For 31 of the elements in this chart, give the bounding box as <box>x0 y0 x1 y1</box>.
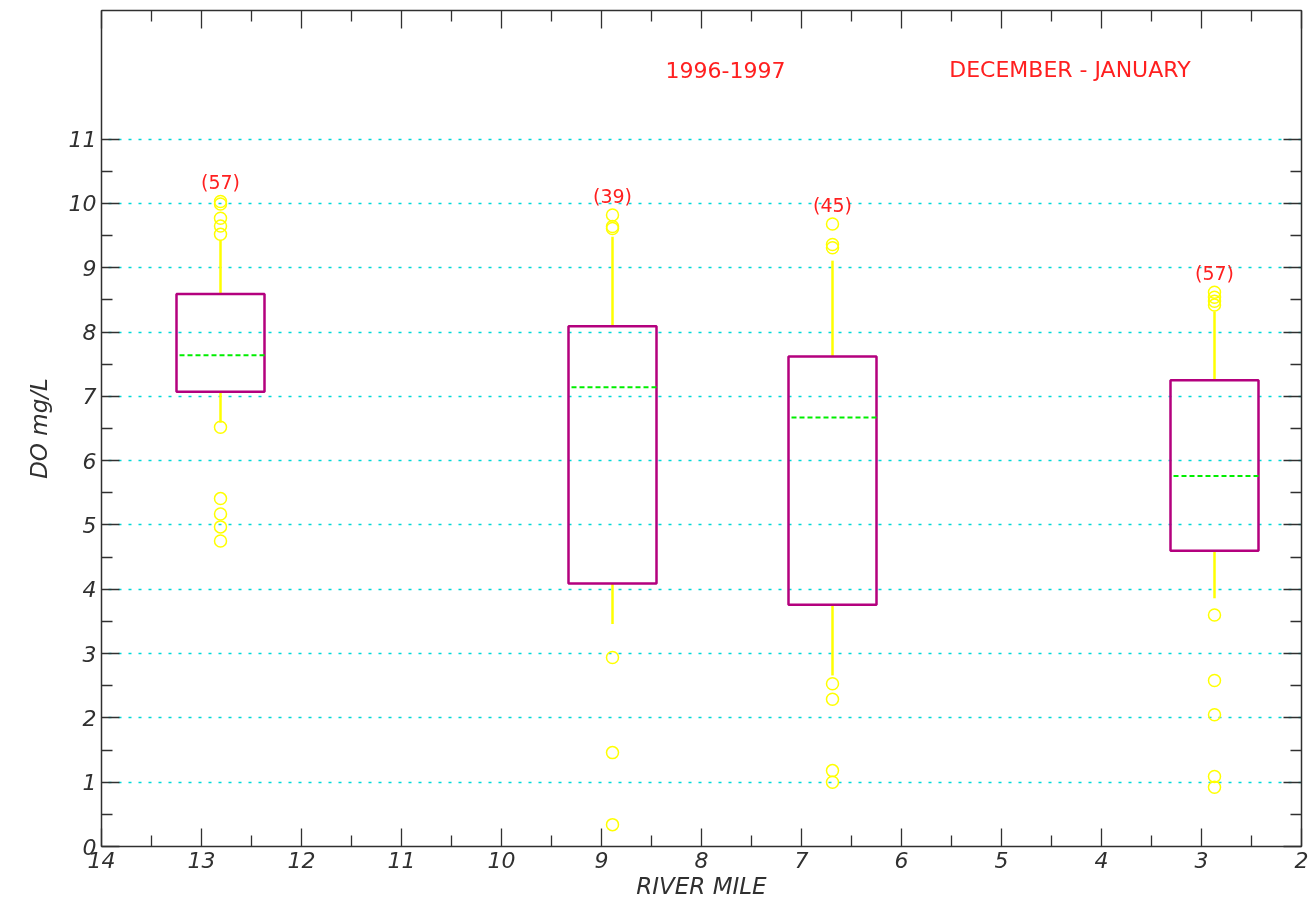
annotation: 1996-1997 <box>665 57 786 83</box>
x-tick-label: 10 <box>487 847 516 873</box>
y-axis-title: DO mg/L <box>25 378 52 479</box>
x-tick-label: 9 <box>594 847 609 873</box>
x-tick-label: 6 <box>894 847 909 873</box>
x-axis-title: RIVER MILE <box>636 872 768 899</box>
annotation: (57) <box>201 171 241 194</box>
annotation: (45) <box>813 194 853 216</box>
x-tick-label: 5 <box>994 847 1009 873</box>
y-tick-label: 9 <box>82 255 97 281</box>
annotation: (57) <box>1195 262 1235 285</box>
y-tick-label: 3 <box>82 641 97 667</box>
y-tick-label: 4 <box>82 577 97 603</box>
x-tick-label: 8 <box>694 847 709 873</box>
y-tick-label: 2 <box>82 705 97 731</box>
x-tick-label: 7 <box>794 847 809 873</box>
y-tick-label: 7 <box>82 384 97 410</box>
y-tick-label: 10 <box>68 191 97 217</box>
y-tick-label: 1 <box>82 770 97 796</box>
x-tick-label: 13 <box>187 847 216 873</box>
annotation: (39) <box>593 185 633 207</box>
x-tick-label: 11 <box>387 847 416 873</box>
y-tick-label: 5 <box>82 512 97 538</box>
x-tick-label: 12 <box>287 847 316 873</box>
annotation: DECEMBER - JANUARY <box>949 57 1192 83</box>
y-tick-label: 6 <box>82 448 97 474</box>
x-tick-label: 2 <box>1294 847 1309 873</box>
y-tick-label: 11 <box>68 127 97 153</box>
x-tick-label: 3 <box>1194 847 1209 873</box>
y-tick-label: 8 <box>82 320 97 346</box>
x-tick-label: 4 <box>1094 847 1109 873</box>
